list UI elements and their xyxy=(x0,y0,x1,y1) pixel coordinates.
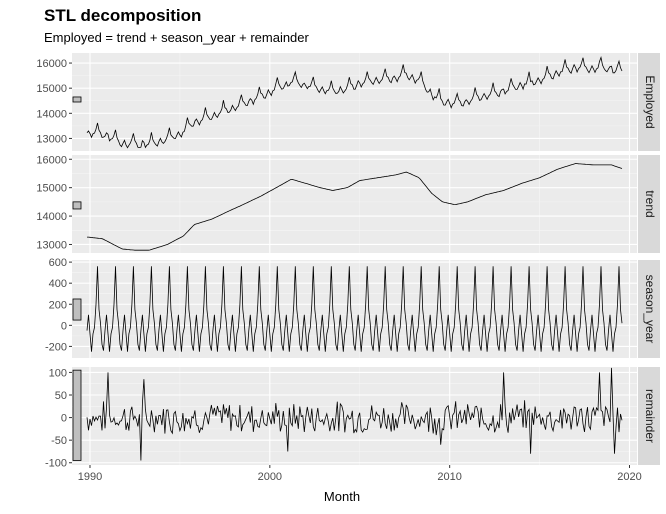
y-tick-label: 200 xyxy=(49,299,67,311)
y-tick-label: 400 xyxy=(49,278,67,290)
y-tick-label: 13000 xyxy=(36,239,67,251)
panel-Employed: 13000 14000 15000 16000 Employed xyxy=(36,53,660,151)
panel-season_year: -200 0 200 400 600 season_year xyxy=(45,257,660,358)
series-line-trend xyxy=(87,163,623,251)
y-tick-label: 16000 xyxy=(36,58,67,70)
y-tick-label: 600 xyxy=(49,257,67,269)
strip-background xyxy=(638,367,660,465)
y-tick-label: 15000 xyxy=(36,83,67,95)
x-tick-label: 2010 xyxy=(437,471,461,483)
y-tick-label: 100 xyxy=(49,367,67,379)
series-line-season_year xyxy=(86,266,623,352)
series-line-Employed xyxy=(86,56,623,149)
series-line-remainder xyxy=(86,367,623,461)
strip-background xyxy=(638,260,660,358)
y-tick-label: 50 xyxy=(55,390,67,402)
strip-label: remainder xyxy=(643,389,657,443)
y-tick-label: 13000 xyxy=(36,133,67,145)
y-tick-label: -100 xyxy=(45,458,67,470)
strip-label: season_year xyxy=(643,275,657,344)
panel-remainder: -100 -50 0 50 100 remainder xyxy=(45,367,660,470)
chart-subtitle: Employed = trend + season_year + remaind… xyxy=(44,30,310,45)
panels-group: 13000 14000 15000 16000 Employed 13000 14000 15… xyxy=(36,53,660,470)
y-tick-label: 15000 xyxy=(36,183,67,195)
scale-bar xyxy=(72,201,82,210)
scale-bar xyxy=(72,369,82,461)
y-tick-label: 0 xyxy=(61,320,67,332)
strip-label: Employed xyxy=(643,75,657,128)
x-axis-label: Month xyxy=(324,489,360,504)
x-axis-ticks: 1990 2000 2010 2020 xyxy=(78,465,642,483)
y-tick-label: -50 xyxy=(51,435,67,447)
y-tick-label: 14000 xyxy=(36,108,67,120)
scale-bar xyxy=(72,298,82,321)
y-tick-label: 16000 xyxy=(36,154,67,166)
strip-background xyxy=(638,53,660,151)
y-tick-label: 0 xyxy=(61,413,67,425)
strip-label: trend xyxy=(643,190,657,217)
panel-background xyxy=(72,53,637,151)
x-tick-label: 2000 xyxy=(258,471,282,483)
chart-title: STL decomposition xyxy=(44,6,201,25)
y-tick-label: -200 xyxy=(45,341,67,353)
panel-trend: 13000 14000 15000 16000 trend xyxy=(36,154,660,253)
x-tick-label: 2020 xyxy=(617,471,641,483)
x-tick-label: 1990 xyxy=(78,471,102,483)
panel-background xyxy=(72,260,637,358)
strip-background xyxy=(638,155,660,253)
panel-background xyxy=(72,155,637,253)
panel-background xyxy=(72,367,637,465)
y-tick-label: 14000 xyxy=(36,211,67,223)
scale-bar xyxy=(72,96,82,103)
